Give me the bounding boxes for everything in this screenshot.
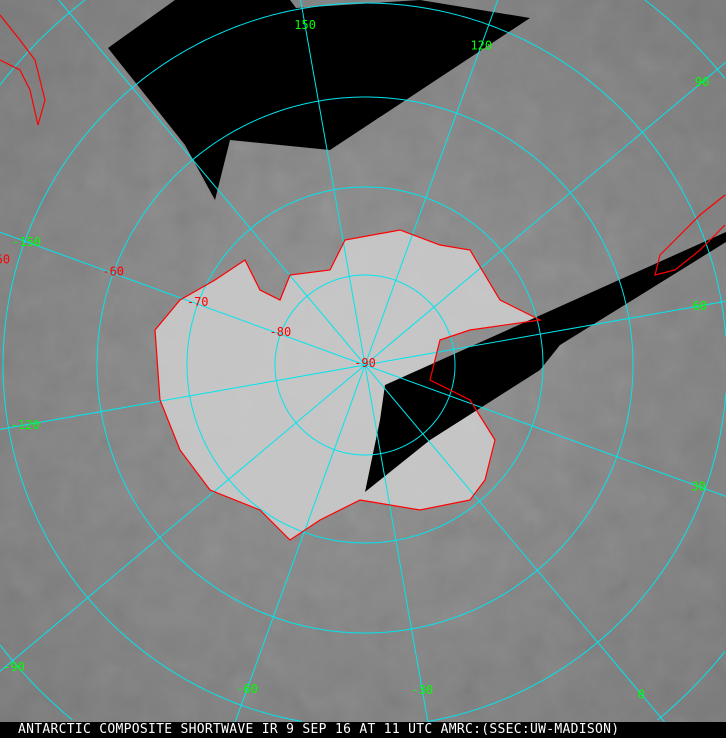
longitude-label: -60 bbox=[236, 682, 258, 696]
latitude-circle bbox=[186, 186, 544, 544]
meridian-line bbox=[364, 364, 726, 497]
meridian-line bbox=[364, 364, 665, 722]
latitude-label: -80 bbox=[270, 325, 292, 339]
new-zealand-coastline bbox=[0, 14, 46, 126]
latitude-circle bbox=[2, 2, 726, 722]
graticule-labels: 150 120 90 60 30 0 -30 -60 -90 -120 -150 -90 -80 -70 -… bbox=[0, 18, 709, 701]
longitude-label: 150 bbox=[294, 18, 316, 32]
meridian-line bbox=[234, 364, 366, 722]
latitude-circle bbox=[0, 0, 726, 721]
latitude-label: -60 bbox=[102, 264, 124, 278]
meridian-line bbox=[364, 364, 429, 722]
longitude-label: -90 bbox=[3, 660, 25, 674]
graticule bbox=[0, 0, 726, 722]
longitude-label: -120 bbox=[11, 418, 40, 432]
no-data-region-right bbox=[365, 232, 726, 492]
latitude-label: -50 bbox=[0, 253, 10, 267]
meridian-line bbox=[58, 0, 366, 366]
meridian-line bbox=[0, 364, 366, 672]
south-america-coastline bbox=[654, 194, 726, 276]
antarctic-coastline bbox=[154, 229, 542, 541]
longitude-label: 0 bbox=[638, 687, 645, 701]
longitude-label: 30 bbox=[691, 479, 705, 493]
longitude-label: -150 bbox=[12, 235, 41, 249]
latitude-circle bbox=[96, 96, 634, 634]
ice-sheet bbox=[155, 230, 540, 540]
meridian-line bbox=[0, 364, 366, 430]
latitude-label: -70 bbox=[187, 295, 209, 309]
meridian-line bbox=[300, 0, 366, 366]
latitude-circle bbox=[274, 274, 456, 456]
map-canvas: 150 120 90 60 30 0 -30 -60 -90 -120 -150 -90 -80 -70 -… bbox=[0, 0, 726, 722]
latitude-label: -90 bbox=[354, 356, 376, 370]
longitude-label: 90 bbox=[695, 75, 709, 89]
meridian-line bbox=[364, 300, 726, 366]
longitude-label: 120 bbox=[470, 39, 492, 53]
image-caption: ANTARCTIC COMPOSITE SHORTWAVE IR 9 SEP 1… bbox=[0, 722, 726, 738]
longitude-label: -30 bbox=[411, 683, 433, 697]
longitude-label: 60 bbox=[693, 299, 707, 313]
no-data-region-top bbox=[108, 0, 530, 200]
meridian-line bbox=[364, 0, 499, 366]
meridian-line bbox=[364, 61, 726, 366]
